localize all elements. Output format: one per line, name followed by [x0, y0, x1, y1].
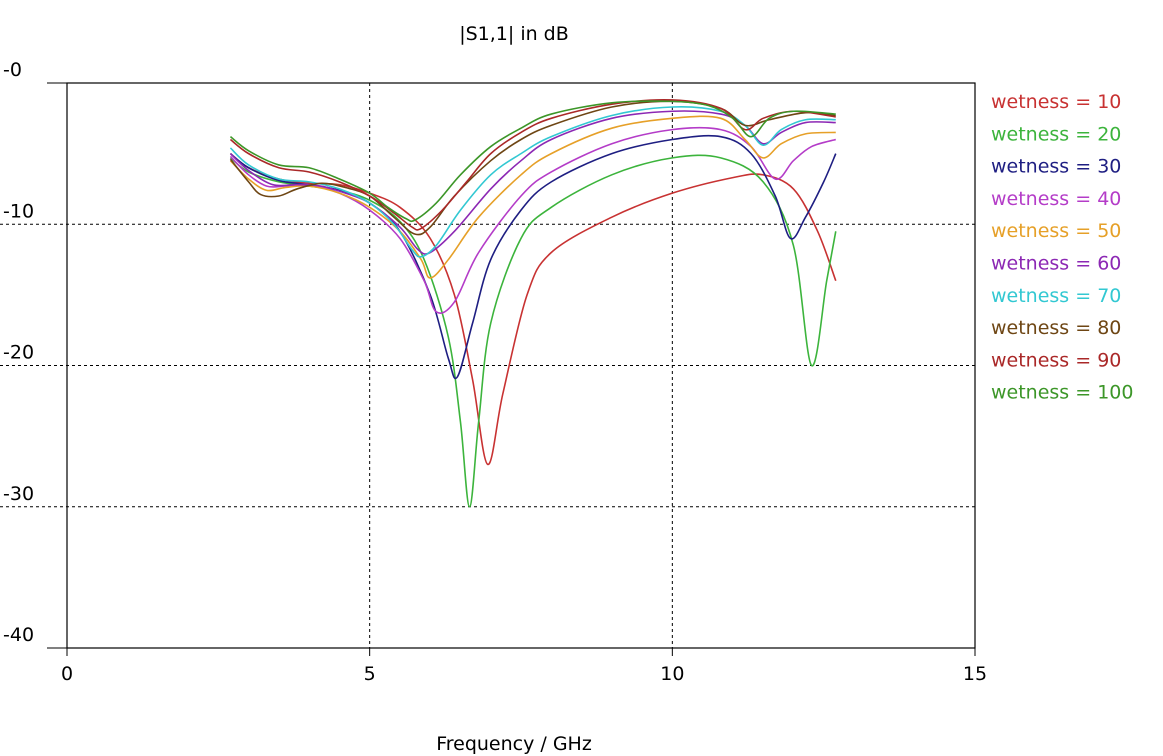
legend-entry: wetness = 90	[991, 349, 1121, 371]
series-line	[229, 106, 836, 258]
x-tick-label: 15	[963, 663, 987, 685]
series-line	[229, 152, 837, 466]
series-line	[229, 100, 836, 236]
legend-entry: wetness = 50	[991, 220, 1121, 242]
series-line	[229, 154, 837, 508]
x-tick-label: 0	[61, 663, 73, 685]
y-tick-label: -0	[3, 59, 22, 81]
y-tick-label: -20	[3, 342, 34, 364]
plot-frame	[66, 82, 976, 649]
legend-entry: wetness = 100	[991, 382, 1133, 404]
legend-entry: wetness = 20	[991, 123, 1121, 145]
chart-title: |S1,1| in dB	[459, 23, 569, 45]
legend-entry: wetness = 70	[991, 285, 1121, 307]
legend-entry: wetness = 80	[991, 317, 1121, 339]
y-tick-label: -40	[3, 624, 34, 646]
y-tick-label: -30	[3, 483, 34, 505]
x-axis-label: Frequency / GHz	[436, 733, 592, 755]
series-line	[229, 115, 836, 279]
series-line	[229, 100, 836, 223]
axis-ticks: 0 5 10 15 -0 -10 -20 -30 -40	[3, 59, 987, 685]
legend-entry: wetness = 60	[991, 253, 1121, 275]
y-tick-label: -10	[3, 200, 34, 222]
legend-entry: wetness = 30	[991, 156, 1121, 178]
legend-entry: wetness = 10	[991, 91, 1121, 113]
series-lines	[229, 99, 837, 508]
legend-entry: wetness = 40	[991, 188, 1121, 210]
legend: wetness = 10 wetness = 20 wetness = 30 wetn…	[991, 91, 1133, 404]
x-tick-label: 10	[660, 663, 684, 685]
grid-lines	[0, 83, 975, 648]
x-tick-label: 5	[364, 663, 376, 685]
